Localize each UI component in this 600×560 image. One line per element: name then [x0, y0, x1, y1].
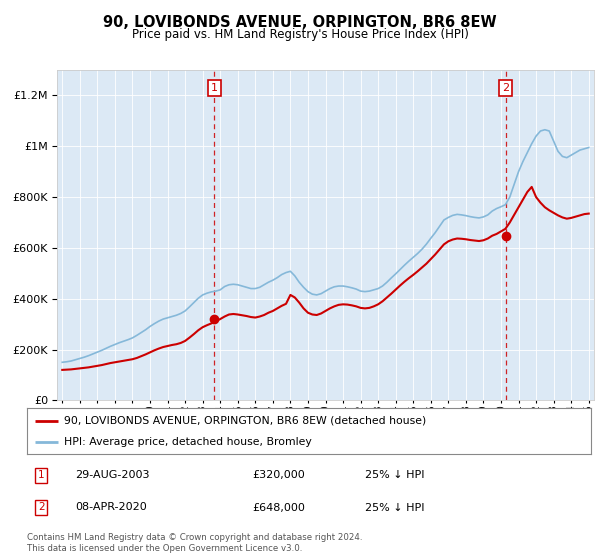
Text: Contains HM Land Registry data © Crown copyright and database right 2024.
This d: Contains HM Land Registry data © Crown c… [27, 533, 362, 553]
Text: 90, LOVIBONDS AVENUE, ORPINGTON, BR6 8EW: 90, LOVIBONDS AVENUE, ORPINGTON, BR6 8EW [103, 15, 497, 30]
Text: 25% ↓ HPI: 25% ↓ HPI [365, 470, 425, 480]
Text: HPI: Average price, detached house, Bromley: HPI: Average price, detached house, Brom… [64, 437, 311, 447]
Text: 1: 1 [211, 83, 218, 93]
Text: 1: 1 [38, 470, 44, 480]
Text: 25% ↓ HPI: 25% ↓ HPI [365, 502, 425, 512]
Text: Price paid vs. HM Land Registry's House Price Index (HPI): Price paid vs. HM Land Registry's House … [131, 28, 469, 41]
Text: 2: 2 [38, 502, 44, 512]
Text: 2: 2 [502, 83, 509, 93]
Text: 90, LOVIBONDS AVENUE, ORPINGTON, BR6 8EW (detached house): 90, LOVIBONDS AVENUE, ORPINGTON, BR6 8EW… [64, 416, 426, 426]
Text: 08-APR-2020: 08-APR-2020 [75, 502, 146, 512]
Text: £648,000: £648,000 [253, 502, 305, 512]
Text: 29-AUG-2003: 29-AUG-2003 [75, 470, 149, 480]
Text: £320,000: £320,000 [253, 470, 305, 480]
